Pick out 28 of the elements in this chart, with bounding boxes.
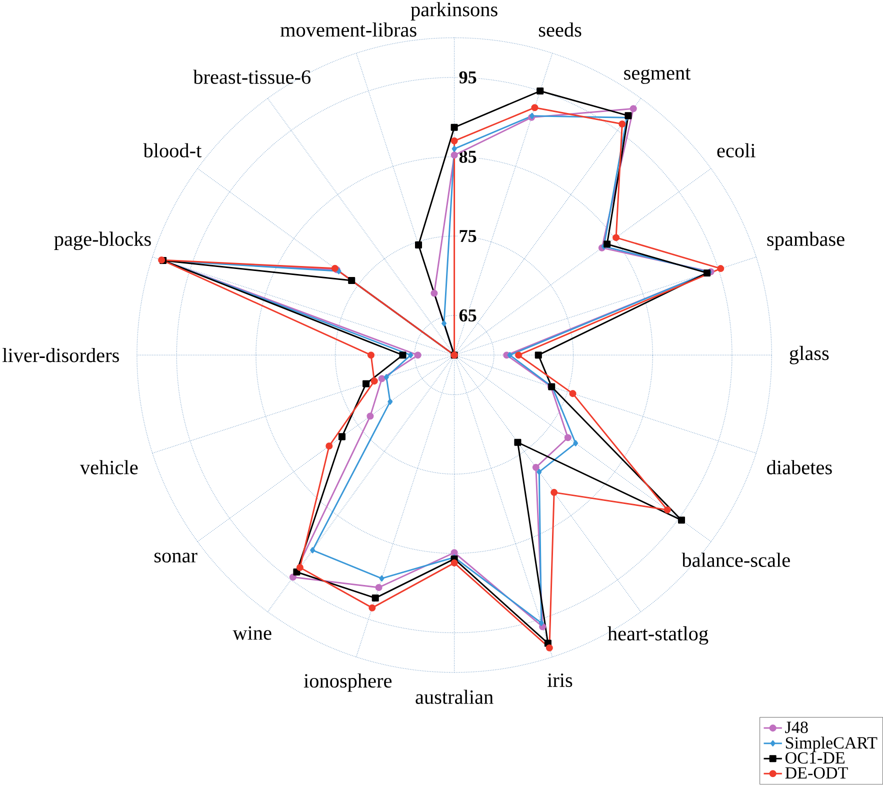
y-tick-label: 75 — [460, 230, 476, 242]
legend-label: OC1-DE — [786, 752, 844, 764]
spoke-label: australian — [416, 690, 494, 704]
spoke-label: sonar — [154, 552, 198, 563]
y-tick-label: 85 — [459, 150, 476, 164]
spoke-label: ecoli — [717, 143, 756, 158]
spoke-label: movement-libras — [280, 22, 416, 37]
spoke-label: wine — [232, 626, 272, 640]
spoke-label: heart-statlog — [608, 626, 708, 645]
legend-label: SimpleCART — [786, 736, 878, 752]
y-tick-label: 65 — [459, 310, 476, 322]
spoke-label: liver-disorders — [2, 348, 119, 362]
spoke-label: ionosphere — [304, 674, 392, 692]
spoke-label: breast-tissue-6 — [193, 70, 310, 84]
y-tick-label: 95 — [459, 72, 476, 84]
spoke-label: segment — [624, 68, 691, 84]
spoke-label: diabetes — [767, 460, 832, 475]
legend-label: J48 — [785, 722, 808, 734]
spoke-label: seeds — [538, 22, 582, 37]
spoke-label: spambase — [767, 232, 844, 250]
spoke-label: page-blocks — [54, 232, 151, 250]
spoke-label: glass — [790, 346, 829, 365]
spoke-label: balance-scale — [682, 552, 790, 568]
spoke-label: blood-t — [143, 143, 202, 158]
spoke-label: vehicle — [80, 460, 138, 475]
legend-label: DE-ODT — [785, 767, 848, 779]
spoke-label: parkinsons — [410, 2, 498, 21]
spoke-label: iris — [547, 674, 572, 688]
